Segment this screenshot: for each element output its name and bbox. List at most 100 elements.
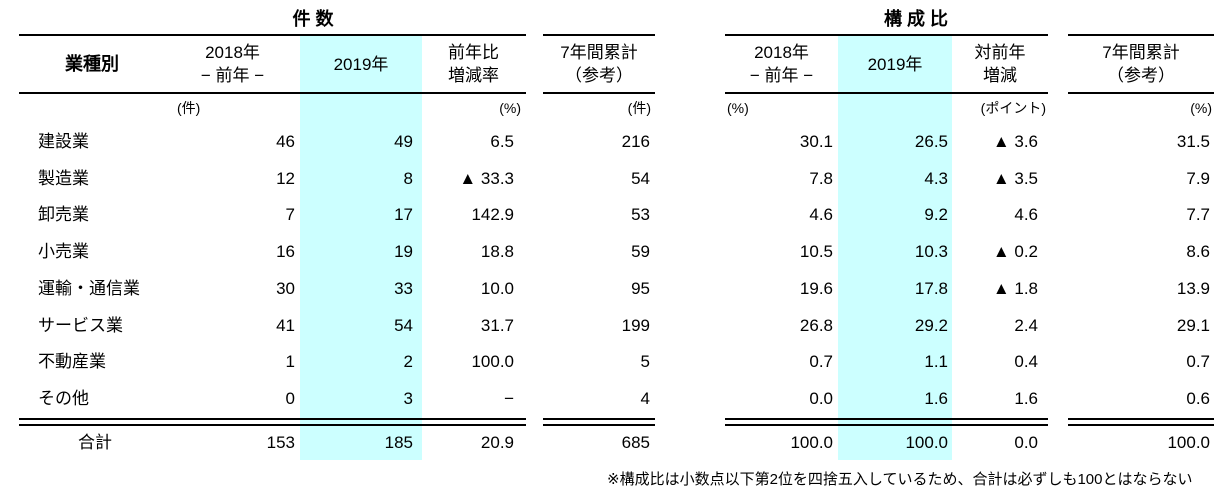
ratio-change-value: ▲ 0.2 [992, 242, 1038, 262]
col-header-counts-change: 前年比 増減率 [421, 36, 526, 92]
counts-cumulative-line2: （参考） [565, 66, 633, 85]
counts-2018-value: 12 [276, 168, 295, 188]
counts-2019-value: 19 [394, 242, 413, 262]
counts-change-value: − [504, 388, 514, 408]
ratio-change-value: 1.6 [1014, 388, 1038, 408]
industry-label: 運輸・通信業 [38, 278, 140, 298]
total-ratio-2019: 100.0 [905, 433, 948, 452]
counts-cumulative-value: 4 [640, 388, 650, 408]
counts-2018-value: 1 [285, 352, 295, 372]
total-row: 合計 153 185 20.9 685 100.0 100.0 0.0 100.… [0, 428, 1222, 458]
table-row: その他 0 3 − 4 0.0 1.6 1.6 0.6 [0, 380, 1222, 417]
rule-header-ref-left [543, 92, 655, 94]
ratio-2019-value: 1.1 [924, 352, 948, 372]
counts-2018-value: 16 [276, 242, 295, 262]
ratio-2018-value: 7.8 [809, 168, 833, 188]
col-header-industry-label: 業種別 [65, 53, 119, 74]
industry-label: 不動産業 [38, 352, 106, 372]
counts-2018-value: 0 [285, 388, 295, 408]
industry-label: サービス業 [38, 315, 123, 335]
counts-change-value: ▲ 33.3 [459, 168, 514, 188]
counts-change-line1: 前年比 [448, 43, 499, 62]
composition-rounding-footnote: ※構成比は小数点以下第2位を四捨五入しているため、合計は必ずしも100とはならな… [607, 471, 1193, 488]
total-label: 合計 [78, 433, 112, 452]
ratio-change-value: 4.6 [1014, 205, 1038, 225]
industry-label: その他 [38, 388, 89, 408]
table-row: 不動産業 1 2 100.0 5 0.7 1.1 0.4 0.7 [0, 343, 1222, 380]
table-row: サービス業 41 54 31.7 199 26.8 29.2 2.4 29.1 [0, 307, 1222, 344]
ratio-2019-value: 26.5 [914, 132, 948, 151]
ratio-2019-value: 17.8 [914, 278, 948, 298]
counts-2018-value: 7 [285, 205, 295, 225]
counts-2019-value: 2 [403, 352, 413, 372]
rule-header-main-right [725, 92, 1048, 94]
counts-2019-value: 54 [394, 315, 413, 335]
counts-change-value: 10.0 [480, 278, 514, 298]
counts-2018-value: 30 [276, 278, 295, 298]
counts-cumulative-value: 54 [631, 168, 650, 188]
unit-ratio-cumulative: (%) [1190, 100, 1212, 116]
counts-change-value: 6.5 [490, 132, 514, 151]
col-header-ratio-change: 対前年 増減 [952, 36, 1048, 92]
ratio-2018-value: 4.6 [809, 205, 833, 225]
highlight-band-2019-ratio [838, 36, 952, 460]
counts-cumulative-value: 216 [621, 132, 650, 151]
rule-total-main-right [725, 418, 1048, 426]
ratio-2018-value: 19.6 [799, 278, 833, 298]
ratio-2018-value: 0.0 [809, 388, 833, 408]
counts-2018-value: 46 [276, 132, 295, 151]
ratio-2019-value: 10.3 [914, 242, 948, 262]
ratio-cumulative-value: 13.9 [1176, 278, 1210, 298]
ratio-change-line2: 増減 [983, 66, 1017, 85]
section-title-counts: 件 数 [292, 9, 334, 29]
industry-label: 卸売業 [38, 205, 89, 225]
rule-total-main-left [19, 418, 526, 426]
counts-change-value: 100.0 [471, 352, 514, 372]
ratio-change-value: 2.4 [1014, 315, 1038, 335]
rule-header-ref-right [1068, 92, 1214, 94]
ratio-change-value: ▲ 3.6 [992, 132, 1038, 151]
col-header-ratio-2019: 2019年 [838, 36, 952, 92]
counts-2019-value: 49 [394, 132, 413, 151]
counts-change-value: 142.9 [471, 205, 514, 225]
table-row: 建設業 46 49 6.5 216 30.1 26.5 ▲ 3.6 31.5 [0, 123, 1222, 160]
ratio-cumulative-value: 0.6 [1186, 388, 1210, 408]
counts-cumulative-value: 53 [631, 205, 650, 225]
counts-2018-line1: 2018年 [205, 43, 260, 62]
ratio-cumulative-value: 7.7 [1186, 205, 1210, 225]
counts-2019-value: 33 [394, 278, 413, 298]
counts-change-line2: 増減率 [448, 66, 499, 85]
col-header-counts-cumulative: 7年間累計 （参考） [543, 36, 655, 92]
ratio-2018-value: 30.1 [799, 132, 833, 151]
ratio-cumulative-value: 8.6 [1186, 242, 1210, 262]
ratio-2019-value: 9.2 [924, 205, 948, 225]
counts-change-value: 31.7 [480, 315, 514, 335]
unit-counts-cumulative: (件) [627, 100, 651, 116]
counts-2019-label: 2019年 [333, 54, 389, 74]
counts-2018-line2: − 前年 − [200, 66, 265, 85]
col-header-counts-2018: 2018年 − 前年 − [165, 36, 300, 92]
col-header-ratio-2018: 2018年 − 前年 − [725, 36, 838, 92]
ratio-cumulative-value: 29.1 [1176, 315, 1210, 335]
unit-ratio-2018: (%) [727, 100, 749, 116]
total-counts-cumulative: 685 [621, 433, 650, 452]
total-counts-2018: 153 [266, 433, 295, 452]
col-header-counts-2019: 2019年 [300, 36, 422, 92]
ratio-2018-line1: 2018年 [754, 43, 809, 62]
ratio-2018-line2: − 前年 − [749, 66, 814, 85]
col-header-industry: 業種別 [19, 36, 165, 92]
table-row: 運輸・通信業 30 33 10.0 95 19.6 17.8 ▲ 1.8 13.… [0, 270, 1222, 307]
counts-cumulative-value: 95 [631, 278, 650, 298]
ratio-cumulative-value: 0.7 [1186, 352, 1210, 372]
ratio-2019-value: 4.3 [924, 168, 948, 188]
rule-top-ref-left [543, 34, 655, 36]
counts-cumulative-value: 59 [631, 242, 650, 262]
rule-top-main-left [19, 34, 526, 36]
total-ratio-change: 0.0 [1014, 433, 1038, 452]
rule-top-main-right [725, 34, 1048, 36]
rule-header-main-left [19, 92, 526, 94]
ratio-2018-value: 26.8 [799, 315, 833, 335]
unit-counts-2018: (件) [177, 100, 201, 116]
rule-total-ref-right [1068, 418, 1214, 426]
